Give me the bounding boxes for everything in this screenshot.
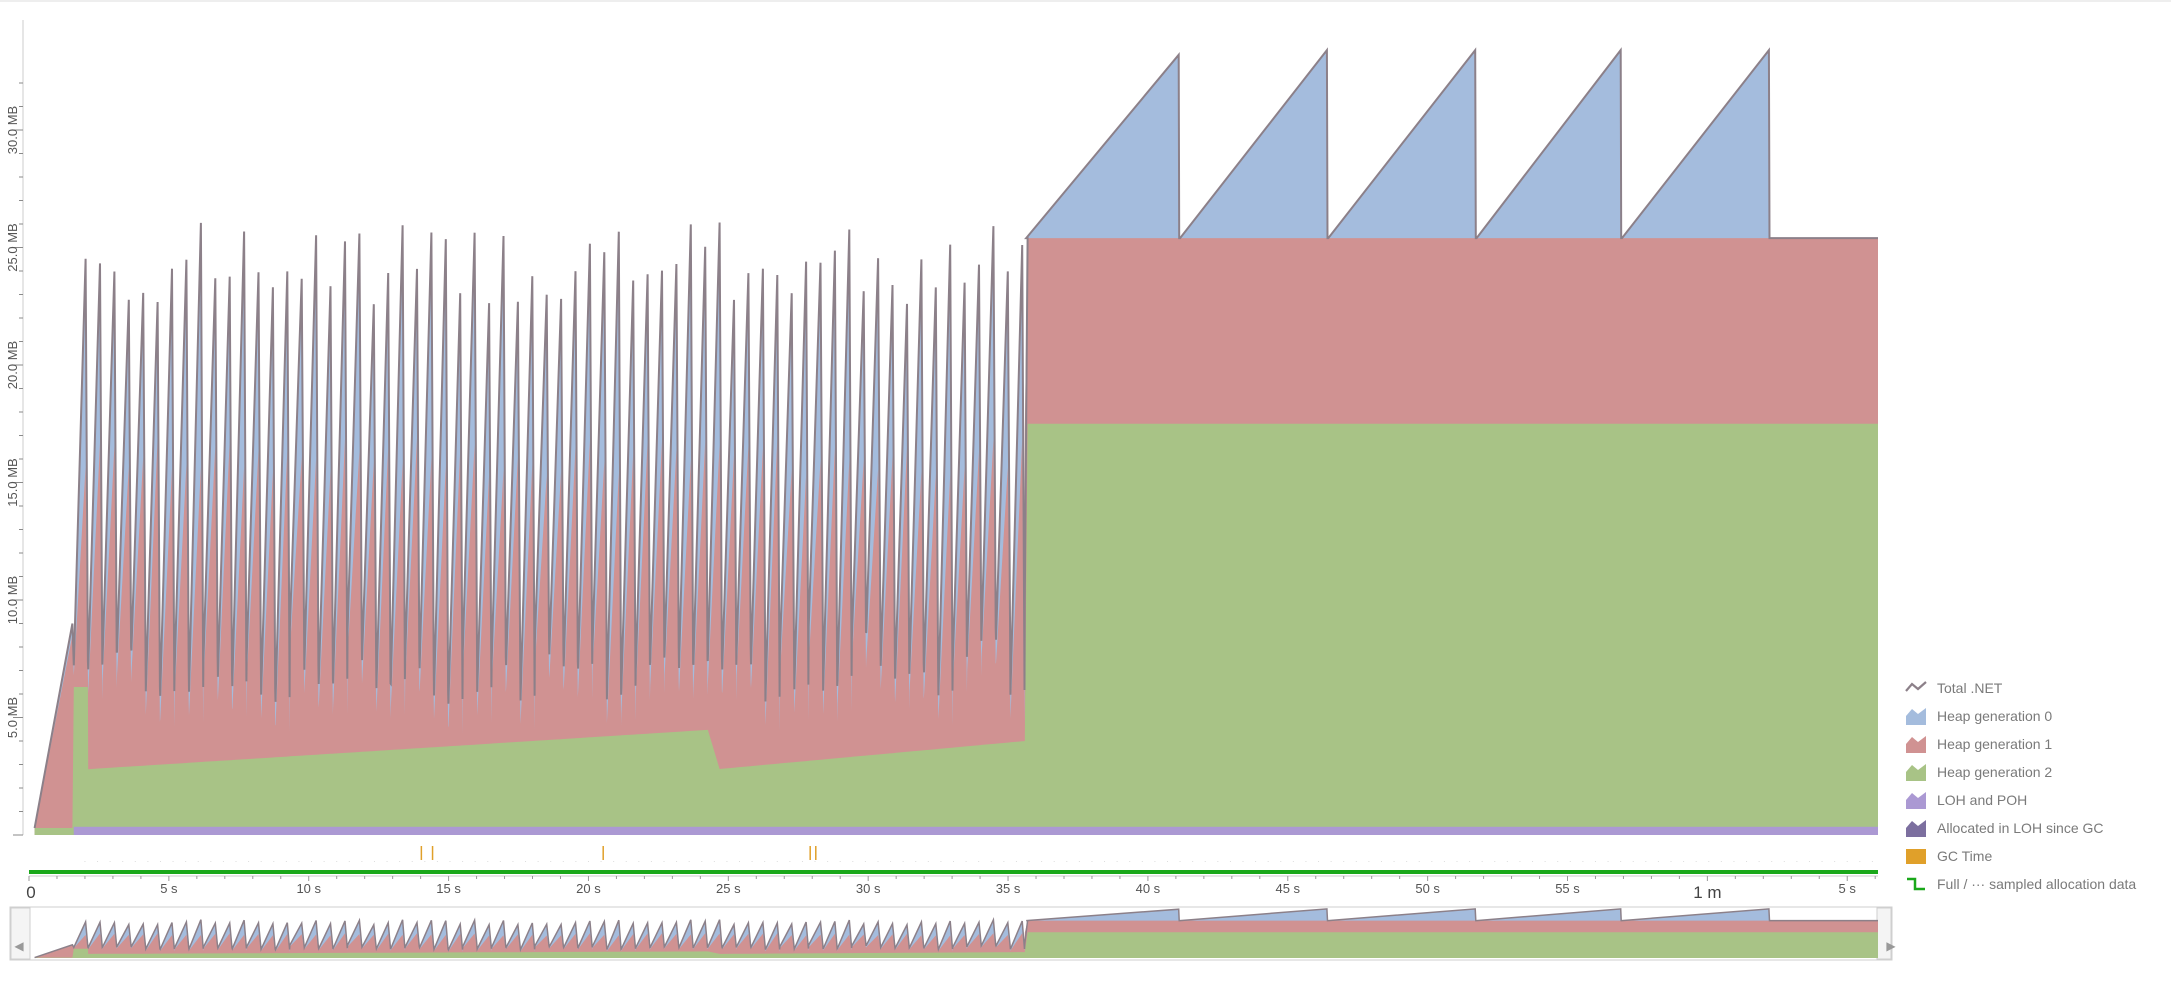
gc-time-bar <box>809 846 811 860</box>
x-tick-label: 1 m <box>1693 883 1721 902</box>
area-icon <box>1906 708 1926 725</box>
plot-area <box>33 47 1879 836</box>
area-icon <box>1905 734 1927 754</box>
y-tick-label: 5.0 MB <box>5 697 20 738</box>
area-icon <box>1906 792 1926 809</box>
total-net-line <box>33 47 1878 829</box>
sampling-bar <box>29 870 1878 874</box>
area-icon-shape <box>1906 708 1926 725</box>
x-axis: 0 5 s 10 s 15 s 20 s 25 s 30 s 35 s 40 s 45 s 50 s… <box>26 875 1878 902</box>
navigator-left-handle <box>10 907 31 960</box>
x-tick-label: 5 s <box>1839 881 1857 896</box>
navigator-total-line <box>34 908 1878 959</box>
x-tick-label: 40 s <box>1136 881 1161 896</box>
legend-label: Full / ··· sampled allocation data <box>1937 876 2137 892</box>
y-tick-label: 30.0 MB <box>5 106 20 154</box>
x-tick-label: 20 s <box>576 881 601 896</box>
x-tick-label: 50 s <box>1415 881 1440 896</box>
line-icon <box>1905 678 1927 698</box>
legend-item-heap-gen1[interactable]: Heap generation 1 <box>1905 730 2155 758</box>
navigator-scroll-right-icon[interactable]: ▶ <box>1886 939 1896 953</box>
legend-item-sampling[interactable]: Full / ··· sampled allocation data <box>1905 870 2155 898</box>
gc-time-strip <box>84 846 1873 862</box>
legend-label: Heap generation 1 <box>1937 736 2053 752</box>
x-tick-label: 5 s <box>160 881 178 896</box>
area-icon <box>1905 790 1927 810</box>
legend-label: Allocated in LOH since GC <box>1937 820 2104 836</box>
navigator-gen2-area <box>34 932 1879 958</box>
legend-label: Heap generation 2 <box>1937 764 2053 780</box>
top-border <box>0 0 2171 2</box>
area-icon-shape <box>1906 820 1926 837</box>
legend-item-heap-gen2[interactable]: Heap generation 2 <box>1905 758 2155 786</box>
area-icon <box>1906 764 1926 781</box>
y-axis: 5.0 MB 10.0 MB 15.0 MB 20.0 MB 25.0 MB 30.0 M… <box>5 20 24 836</box>
x-tick-label: 25 s <box>716 881 741 896</box>
x-tick-label: 35 s <box>996 881 1021 896</box>
gc-time-bar <box>431 846 434 860</box>
legend-label: Heap generation 0 <box>1937 708 2053 724</box>
legend-item-gc-time[interactable]: GC Time <box>1905 842 2155 870</box>
x-tick-label: 45 s <box>1275 881 1300 896</box>
x-tick-label: 10 s <box>296 881 321 896</box>
x-tick-label: 0 <box>26 883 35 902</box>
legend-item-heap-gen0[interactable]: Heap generation 0 <box>1905 702 2155 730</box>
y-tick-label: 15.0 MB <box>5 458 20 506</box>
chart-legend: Total .NET Heap generation 0 Heap genera… <box>1905 674 2155 898</box>
legend-item-loh-poh[interactable]: LOH and POH <box>1905 786 2155 814</box>
legend-label: LOH and POH <box>1937 792 2028 808</box>
area-icon <box>1905 706 1927 726</box>
navigator-scroll-left-icon[interactable]: ◀ <box>14 939 24 953</box>
memory-chart: 5.0 MB 10.0 MB 15.0 MB 20.0 MB 25.0 MB 30.0 M… <box>5 20 1893 961</box>
bar-icon <box>1905 846 1927 866</box>
area-icon-shape <box>1906 764 1926 781</box>
area-icon <box>1905 762 1927 782</box>
legend-label: Total .NET <box>1937 680 2003 696</box>
area-icon <box>1906 736 1926 753</box>
bar-icon-shape <box>1906 849 1926 864</box>
x-tick-label: 55 s <box>1555 881 1580 896</box>
y-tick-label: 10.0 MB <box>5 576 20 624</box>
line-icon <box>1905 681 1927 692</box>
legend-item-loh-allocated[interactable]: Allocated in LOH since GC <box>1905 814 2155 842</box>
gc-time-bar <box>420 846 423 860</box>
area-icon <box>1906 820 1926 837</box>
x-tick-label: 30 s <box>856 881 881 896</box>
loh-poh-area <box>73 826 1878 835</box>
gc-time-bar <box>602 846 604 860</box>
y-tick-label: 25.0 MB <box>5 223 20 271</box>
area-icon-shape <box>1906 792 1926 809</box>
heap-gen2-area <box>34 423 1879 835</box>
bar-icon <box>1906 849 1926 864</box>
navigator-overview <box>9 906 1893 961</box>
step-icon <box>1905 874 1927 894</box>
line-icon-shape <box>1905 681 1927 692</box>
area-icon <box>1905 818 1927 838</box>
legend-label: GC Time <box>1937 848 1993 864</box>
area-icon-shape <box>1906 736 1926 753</box>
step-icon <box>1907 877 1925 891</box>
x-tick-label: 15 s <box>436 881 461 896</box>
legend-item-total-net[interactable]: Total .NET <box>1905 674 2155 702</box>
gc-time-bar <box>815 846 817 860</box>
y-tick-label: 20.0 MB <box>5 341 20 389</box>
step-icon-shape <box>1907 877 1925 891</box>
